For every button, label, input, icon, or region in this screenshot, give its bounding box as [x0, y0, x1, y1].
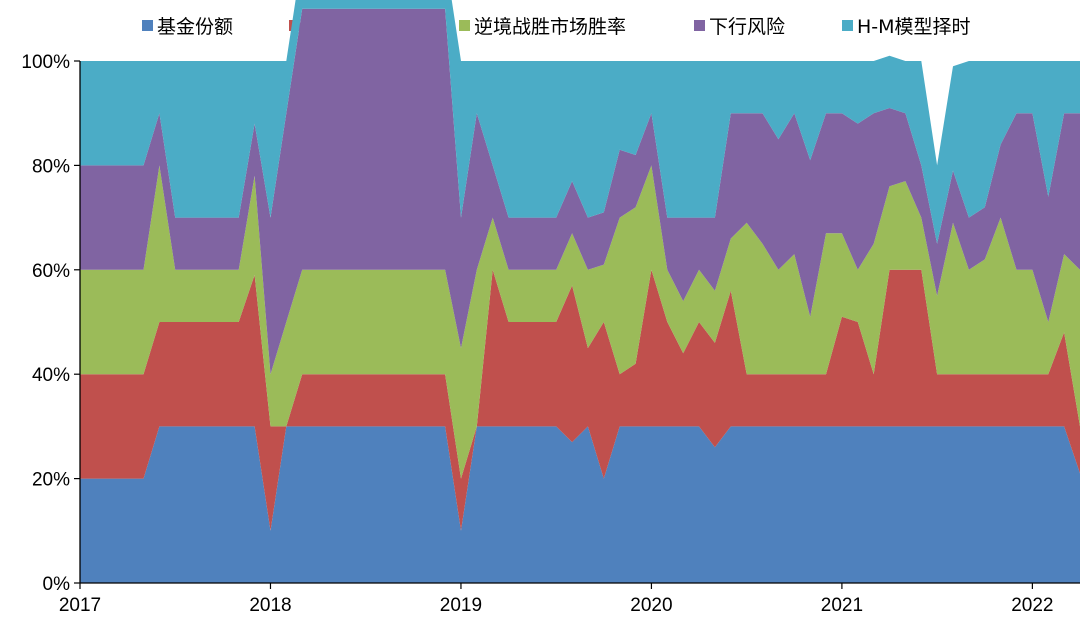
legend-label: H-M模型择时	[857, 16, 971, 38]
area-series-0	[80, 426, 1080, 583]
y-tick-label: 60%	[32, 261, 70, 282]
legend-label: 基金份额	[157, 16, 233, 38]
y-tick-label: 20%	[32, 470, 70, 491]
legend-entry: 逆境战胜市场胜率	[459, 16, 626, 38]
x-tick-label: 2022	[1011, 595, 1053, 616]
y-tick-label: 40%	[32, 365, 70, 386]
legend-swatch	[459, 20, 470, 31]
x-tick-label: 2017	[59, 595, 101, 616]
legend-entry: H-M模型择时	[842, 16, 971, 38]
x-tick-label: 2021	[821, 595, 863, 616]
legend-swatch	[142, 20, 153, 31]
area-series-2	[80, 165, 1080, 479]
area-series-1	[80, 269, 1080, 531]
plot-areas	[80, 0, 1080, 583]
legend-entry: 基金份额	[142, 16, 233, 38]
legend-label: 逆境战胜市场胜率	[474, 16, 626, 38]
y-tick-label: 100%	[21, 52, 70, 73]
legend-swatch	[694, 20, 705, 31]
legend-swatch	[842, 20, 853, 31]
x-tick-label: 2020	[630, 595, 672, 616]
area-series-4	[80, 0, 1080, 244]
area-series-3	[80, 8, 1080, 375]
legend-entry: 下行风险	[694, 16, 785, 38]
x-tick-label: 2018	[249, 595, 291, 616]
y-tick-label: 0%	[43, 574, 71, 595]
y-tick-label: 80%	[32, 156, 70, 177]
legend-label: 下行风险	[709, 16, 785, 38]
legend: 基金份额年化收益率逆境战胜市场胜率下行风险H-M模型择时	[142, 16, 971, 38]
x-tick-label: 2019	[440, 595, 482, 616]
axes: 0% 20% 40% 60% 80% 100% 2017 2018 2019 2020 2021 20…	[21, 52, 1080, 616]
